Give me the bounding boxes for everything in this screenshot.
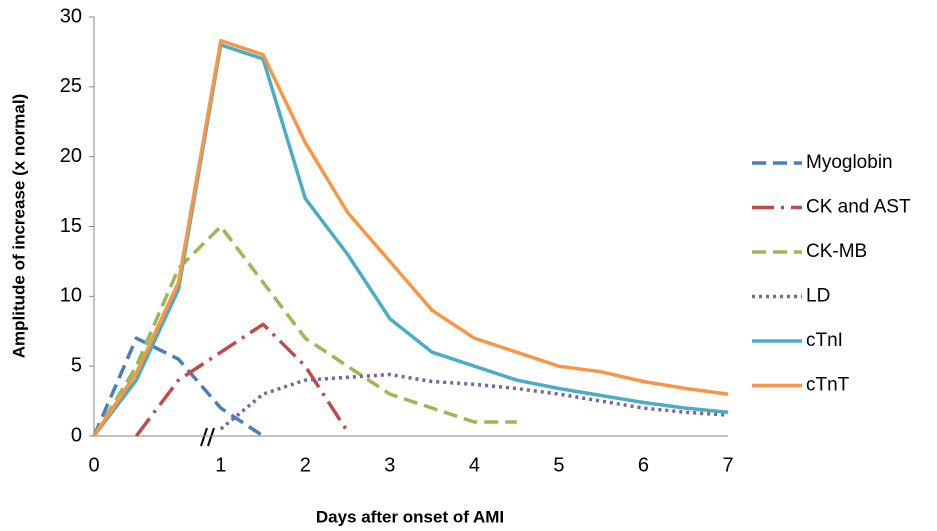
x-tick-label: 1 (215, 454, 226, 476)
series-line (134, 322, 350, 438)
x-tick-label: 3 (384, 454, 395, 476)
series-line (92, 336, 265, 438)
y-tick-label: 25 (60, 75, 82, 97)
legend-label: Myoglobin (806, 152, 893, 173)
legend-item: cTnT (752, 375, 850, 396)
axis-break (200, 427, 215, 447)
y-tick-label: 10 (60, 285, 82, 307)
y-tick-label: 30 (60, 5, 82, 27)
y-tick-label: 15 (60, 215, 82, 237)
legend-label: LD (806, 286, 830, 307)
x-tick-label: 7 (722, 454, 733, 476)
legend-label: cTnI (806, 330, 843, 351)
legend-item: CK and AST (752, 197, 911, 218)
x-axis-title: Days after onset of AMI (316, 507, 504, 526)
legend-label: cTnT (806, 375, 850, 396)
legend-item: Myoglobin (752, 152, 893, 173)
series-line (92, 224, 517, 437)
y-tick-label: 0 (71, 424, 82, 446)
series-line (92, 38, 729, 437)
series-line (219, 372, 729, 431)
x-tick-label: 2 (300, 454, 311, 476)
legend-item: cTnI (752, 330, 843, 351)
x-tick-label: 5 (553, 454, 564, 476)
legend-item: CK-MB (752, 241, 867, 262)
x-tick-label: 4 (469, 454, 480, 476)
y-tick-label: 20 (60, 145, 82, 167)
x-tick-label: 6 (638, 454, 649, 476)
legend-label: CK-MB (806, 241, 867, 262)
x-tick-label: 0 (88, 454, 99, 476)
legend-item: LD (752, 286, 830, 307)
legend-label: CK and AST (806, 197, 911, 218)
y-tick-label: 5 (71, 354, 82, 376)
y-axis-title: Amplitude of increase (x normal) (9, 94, 28, 359)
